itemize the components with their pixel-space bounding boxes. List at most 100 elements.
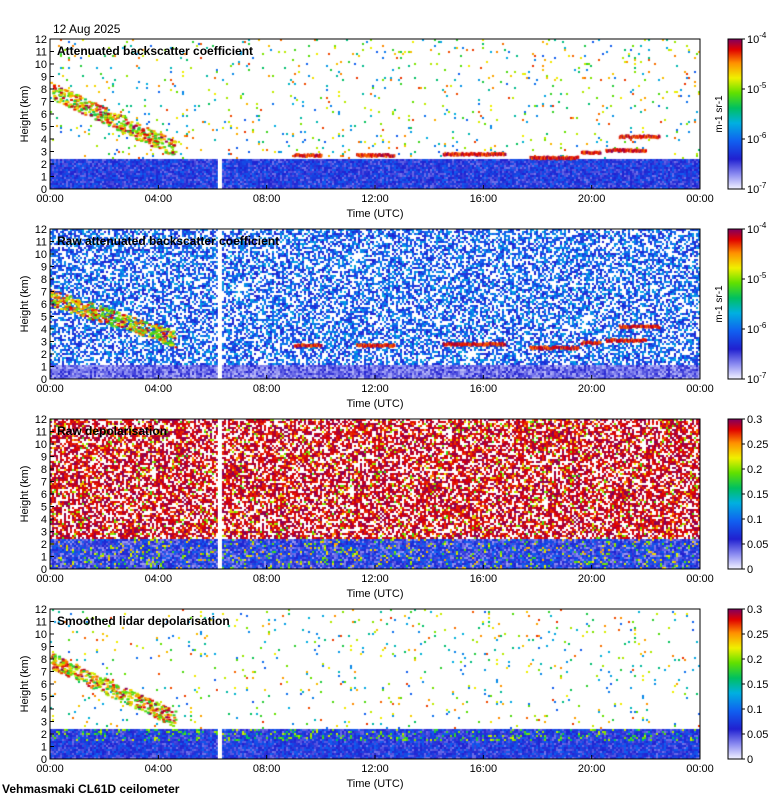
- y-tick-label: 7: [41, 667, 47, 679]
- y-axis-label: Height (km): [19, 86, 31, 143]
- colorbar-tick-label: 0.3: [747, 414, 762, 426]
- y-tick-label: 2: [41, 729, 47, 741]
- heatmap-image: [50, 609, 700, 759]
- colorbar-tick-label: 0.25: [747, 629, 768, 641]
- y-tick-label: 1: [41, 172, 47, 184]
- colorbar-tick-label: 10-4: [747, 31, 767, 46]
- y-tick-label: 4: [41, 324, 47, 336]
- colorbar: [727, 608, 743, 760]
- x-axis-label: Time (UTC): [346, 398, 403, 410]
- x-tick-label: 16:00: [470, 193, 498, 205]
- y-tick-label: 7: [41, 97, 47, 109]
- y-tick-label: 4: [41, 704, 47, 716]
- y-tick-label: 5: [41, 692, 47, 704]
- x-tick-label: 00:00: [686, 573, 714, 585]
- y-tick-label: 1: [41, 362, 47, 374]
- x-tick-label: 04:00: [145, 763, 173, 775]
- y-tick-label: 6: [41, 109, 47, 121]
- y-tick-label: 3: [41, 527, 47, 539]
- y-tick-label: 8: [41, 464, 47, 476]
- colorbar-tick-label: 0.15: [747, 489, 768, 501]
- y-axis-label: Height (km): [19, 276, 31, 333]
- y-tick-label: 6: [41, 679, 47, 691]
- panel-title: Raw depolarisation: [57, 424, 167, 438]
- y-tick-label: 5: [41, 122, 47, 134]
- y-tick-label: 8: [41, 274, 47, 286]
- x-tick-label: 00:00: [36, 383, 64, 395]
- x-tick-label: 12:00: [361, 763, 389, 775]
- date-label: 12 Aug 2025: [53, 22, 121, 36]
- y-tick-label: 1: [41, 552, 47, 564]
- x-tick-label: 04:00: [145, 193, 173, 205]
- colorbar-unit: m-1 sr-1: [714, 95, 725, 133]
- y-tick-label: 0: [41, 374, 47, 386]
- colorbar-tick-label: 0.05: [747, 729, 768, 741]
- y-tick-label: 6: [41, 489, 47, 501]
- y-tick-label: 6: [41, 299, 47, 311]
- colorbar-tick-label: 0.2: [747, 654, 762, 666]
- heatmap-image: [50, 39, 700, 189]
- x-tick-label: 00:00: [686, 193, 714, 205]
- colorbar-tick-label: 0.15: [747, 679, 768, 691]
- y-tick-label: 9: [41, 452, 47, 464]
- x-tick-label: 00:00: [36, 763, 64, 775]
- y-tick-label: 11: [36, 427, 47, 439]
- x-tick-label: 20:00: [578, 573, 606, 585]
- panel-1: Attenuated backscatter coefficient 00:00 0…: [19, 31, 767, 220]
- colorbar-unit: m-1 sr-1: [714, 285, 725, 323]
- y-tick-label: 12: [35, 414, 47, 426]
- x-tick-label: 00:00: [36, 573, 64, 585]
- y-tick-label: 9: [41, 642, 47, 654]
- x-tick-label: 00:00: [36, 193, 64, 205]
- y-tick-label: 4: [41, 134, 47, 146]
- site-label: Vehmasmaki CL61D ceilometer: [2, 782, 180, 796]
- y-tick-label: 2: [41, 539, 47, 551]
- x-tick-label: 12:00: [361, 383, 389, 395]
- y-tick-label: 5: [41, 312, 47, 324]
- colorbar-tick-label: 0.25: [747, 439, 768, 451]
- y-tick-label: 8: [41, 84, 47, 96]
- y-axis-label: Height (km): [19, 466, 31, 523]
- y-tick-label: 5: [41, 502, 47, 514]
- x-tick-label: 20:00: [578, 763, 606, 775]
- y-tick-label: 3: [41, 147, 47, 159]
- colorbar-tick-label: 0.1: [747, 704, 762, 716]
- y-tick-label: 4: [41, 514, 47, 526]
- x-tick-label: 12:00: [361, 193, 389, 205]
- x-tick-label: 16:00: [470, 573, 498, 585]
- y-tick-label: 9: [41, 262, 47, 274]
- x-tick-label: 08:00: [253, 573, 281, 585]
- y-tick-label: 9: [41, 72, 47, 84]
- x-tick-label: 08:00: [253, 763, 281, 775]
- y-tick-label: 10: [35, 439, 47, 451]
- colorbar-tick-label: 0.2: [747, 464, 762, 476]
- y-tick-label: 7: [41, 477, 47, 489]
- x-tick-label: 16:00: [470, 383, 498, 395]
- heatmap-image: [50, 419, 700, 569]
- x-tick-label: 08:00: [253, 383, 281, 395]
- y-tick-label: 12: [35, 604, 47, 616]
- y-tick-label: 7: [41, 287, 47, 299]
- colorbar-tick-label: 10-6: [747, 131, 767, 146]
- colorbar-tick-label: 10-5: [747, 271, 767, 286]
- x-tick-label: 08:00: [253, 193, 281, 205]
- colorbar-tick-label: 10-7: [747, 181, 767, 196]
- x-tick-label: 16:00: [470, 763, 498, 775]
- colorbar: [727, 228, 743, 380]
- x-tick-label: 04:00: [145, 573, 173, 585]
- panel-2: Raw attenuated backscatter coefficient00…: [19, 221, 767, 410]
- y-tick-label: 11: [36, 617, 47, 629]
- y-tick-label: 0: [41, 564, 47, 576]
- panel-title: Attenuated backscatter coefficient: [57, 44, 253, 58]
- y-tick-label: 0: [41, 754, 47, 766]
- x-tick-label: 12:00: [361, 573, 389, 585]
- y-tick-label: 2: [41, 349, 47, 361]
- data-gap: [217, 229, 221, 379]
- data-gap: [217, 609, 221, 759]
- y-tick-label: 12: [35, 34, 47, 46]
- colorbar: [727, 418, 743, 570]
- colorbar-tick-label: 0.3: [747, 604, 762, 616]
- x-tick-label: 20:00: [578, 193, 606, 205]
